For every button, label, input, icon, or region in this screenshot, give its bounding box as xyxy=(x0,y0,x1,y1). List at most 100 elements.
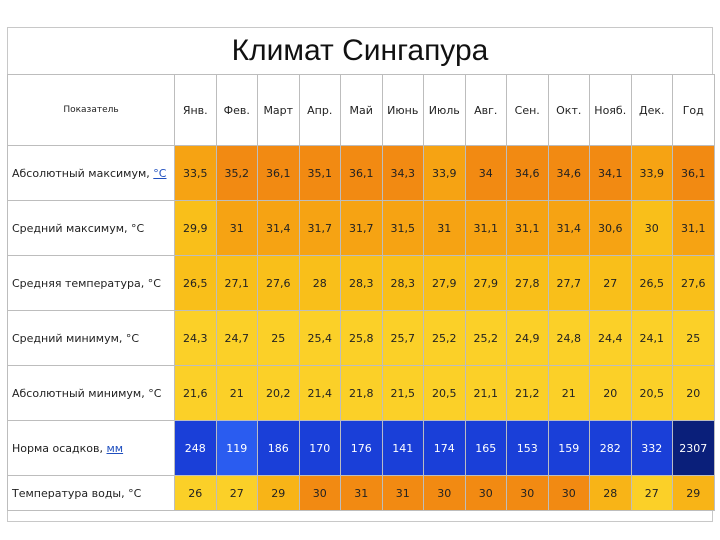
table-cell: 20,5 xyxy=(630,365,673,421)
table-cell: 26 xyxy=(174,475,217,511)
table-cell: 31,4 xyxy=(547,200,590,256)
row-label: Температура воды, °C xyxy=(7,475,175,511)
row-label-text: Средняя температура, °C xyxy=(12,276,161,290)
table-cell: 20,5 xyxy=(423,365,466,421)
table-cell: 24,9 xyxy=(506,310,549,366)
column-header: Дек. xyxy=(630,74,673,146)
row-label-text: Норма осадков, xyxy=(12,441,107,455)
table-cell: 30 xyxy=(506,475,549,511)
column-header: Фев. xyxy=(215,74,258,146)
table-cell: 24,4 xyxy=(589,310,632,366)
table-cell: 29,9 xyxy=(174,200,217,256)
row-label: Абсолютный минимум, °C xyxy=(7,365,175,421)
table-cell: 332 xyxy=(630,420,673,476)
table-row: Средняя температура, °C 26,5 27,1 27,6 28 28,… xyxy=(7,255,715,311)
row-label-text: Абсолютный минимум, °C xyxy=(12,386,162,400)
table-cell: 28 xyxy=(298,255,341,311)
table-cell: 36,1 xyxy=(257,145,300,201)
table-cell: 34,1 xyxy=(589,145,632,201)
table-cell: 176 xyxy=(340,420,383,476)
table-cell: 153 xyxy=(506,420,549,476)
table-cell: 31 xyxy=(423,200,466,256)
table-cell: 20,2 xyxy=(257,365,300,421)
table-cell: 21 xyxy=(215,365,258,421)
table-cell: 27,7 xyxy=(547,255,590,311)
table-cell: 21,4 xyxy=(298,365,341,421)
row-label-text: Температура воды, °C xyxy=(12,486,142,500)
table-cell: 30,6 xyxy=(589,200,632,256)
column-header: Янв. xyxy=(174,74,217,146)
table-cell: 27,1 xyxy=(215,255,258,311)
header-row: Показатель Янв. Фев. Март Апр. Май Июнь Июль Авг… xyxy=(7,74,715,146)
table-cell: 31,7 xyxy=(298,200,341,256)
table-row: Средний минимум, °C 24,3 24,7 25 25,4 25,8 25,… xyxy=(7,310,715,366)
table-cell: 34,6 xyxy=(547,145,590,201)
table-cell: 25 xyxy=(672,310,715,366)
column-header: Март xyxy=(257,74,300,146)
table-cell: 27,9 xyxy=(423,255,466,311)
table-cell: 35,2 xyxy=(215,145,258,201)
table-cell: 20 xyxy=(589,365,632,421)
table-row: Средний максимум, °C 29,9 31 31,4 31,7 31,7 31… xyxy=(7,200,715,256)
table-cell: 33,9 xyxy=(423,145,466,201)
table-cell: 33,5 xyxy=(174,145,217,201)
column-header: Сен. xyxy=(506,74,549,146)
column-header: Окт. xyxy=(547,74,590,146)
table-cell: 21,1 xyxy=(464,365,507,421)
table-cell: 24,8 xyxy=(547,310,590,366)
table-cell: 27,6 xyxy=(257,255,300,311)
unit-link[interactable]: °C xyxy=(153,166,167,180)
column-header: Июль xyxy=(423,74,466,146)
table-cell: 28,3 xyxy=(381,255,424,311)
table-cell: 21,5 xyxy=(381,365,424,421)
table-cell: 25,8 xyxy=(340,310,383,366)
table-cell: 174 xyxy=(423,420,466,476)
table-cell: 2307 xyxy=(672,420,715,476)
table-cell: 24,7 xyxy=(215,310,258,366)
table-cell: 31,1 xyxy=(672,200,715,256)
table-cell: 31 xyxy=(340,475,383,511)
table-cell: 29 xyxy=(257,475,300,511)
table-cell: 186 xyxy=(257,420,300,476)
table-cell: 30 xyxy=(630,200,673,256)
table-cell: 34 xyxy=(464,145,507,201)
table-cell: 27,6 xyxy=(672,255,715,311)
table-cell: 21,6 xyxy=(174,365,217,421)
row-label-text: Абсолютный максимум, xyxy=(12,166,154,180)
row-label: Норма осадков, мм xyxy=(7,420,175,476)
row-label: Средний максимум, °C xyxy=(7,200,175,256)
row-label-text: Средний минимум, °C xyxy=(12,331,140,345)
column-header: Июнь xyxy=(381,74,424,146)
table-cell: 26,5 xyxy=(174,255,217,311)
row-label: Абсолютный максимум, °C xyxy=(7,145,175,201)
table-row: Температура воды, °C 26 27 29 30 31 31 30 30 30 30… xyxy=(7,475,715,511)
table-cell: 119 xyxy=(215,420,258,476)
table-cell: 282 xyxy=(589,420,632,476)
table-cell: 31,1 xyxy=(464,200,507,256)
table-cell: 30 xyxy=(547,475,590,511)
table-cell: 30 xyxy=(464,475,507,511)
table-cell: 24,1 xyxy=(630,310,673,366)
column-header: Авг. xyxy=(464,74,507,146)
row-label: Средний минимум, °C xyxy=(7,310,175,366)
row-label-text: Средний максимум, °C xyxy=(12,221,145,235)
table-cell: 25,4 xyxy=(298,310,341,366)
table-cell: 27,8 xyxy=(506,255,549,311)
table-cell: 159 xyxy=(547,420,590,476)
table-row: Абсолютный минимум, °C 21,6 21 20,2 21,4 21,8… xyxy=(7,365,715,421)
table-cell: 25,2 xyxy=(464,310,507,366)
table-cell: 25,7 xyxy=(381,310,424,366)
table-cell: 36,1 xyxy=(340,145,383,201)
table-cell: 20 xyxy=(672,365,715,421)
table-cell: 31,5 xyxy=(381,200,424,256)
table-cell: 26,5 xyxy=(630,255,673,311)
table-cell: 34,3 xyxy=(381,145,424,201)
unit-link[interactable]: мм xyxy=(106,441,124,455)
table-cell: 27 xyxy=(630,475,673,511)
table-cell: 31 xyxy=(381,475,424,511)
table-row: Норма осадков, мм 248 119 186 170 176 141 174 16… xyxy=(7,420,715,476)
table-cell: 141 xyxy=(381,420,424,476)
table-cell: 170 xyxy=(298,420,341,476)
table-cell: 248 xyxy=(174,420,217,476)
table-cell: 30 xyxy=(298,475,341,511)
